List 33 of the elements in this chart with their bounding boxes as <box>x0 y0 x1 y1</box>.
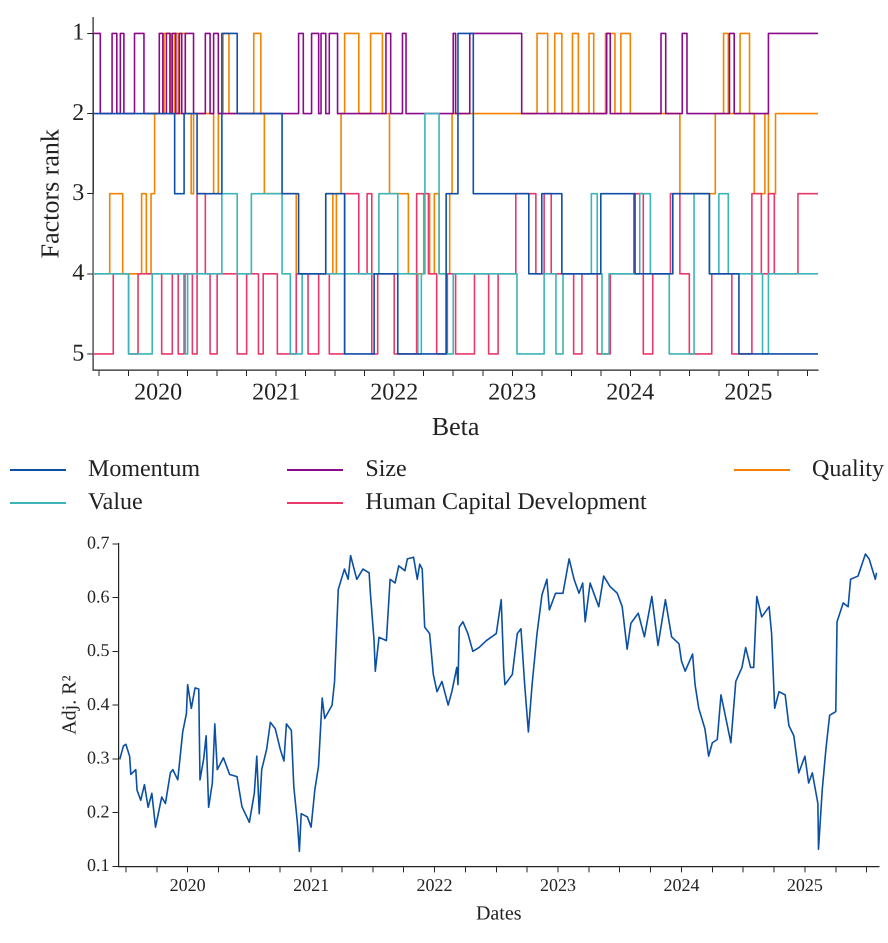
legend-label: Quality <box>812 456 884 483</box>
y-tick-label: 0.1 <box>87 855 110 876</box>
y-axis-title: Adj. R² <box>58 675 80 735</box>
y-tick-label: 0.6 <box>87 586 110 606</box>
y-axis-title: Factors rank <box>35 129 64 258</box>
x-tick-label: 2024 <box>606 380 654 406</box>
y-tick-label: 0.4 <box>87 694 110 714</box>
y-tick-label: 0.3 <box>87 748 110 768</box>
legend-label: Human Capital Development <box>365 489 647 516</box>
x-tick-label: 2025 <box>786 874 823 895</box>
legend-label: Size <box>365 456 407 483</box>
x-axis-title: Dates <box>476 902 522 924</box>
x-tick-label: 2022 <box>370 380 418 406</box>
y-tick-label: 5 <box>72 340 84 366</box>
y-tick-label: 1 <box>72 20 84 46</box>
x-tick-label: 2020 <box>170 874 206 895</box>
x-tick-label: 2025 <box>724 380 772 406</box>
x-axis-title: Beta <box>432 412 480 442</box>
legend-label: Momentum <box>88 456 200 483</box>
legend-label: Value <box>88 489 143 516</box>
y-tick-label: 0.2 <box>87 801 110 822</box>
x-tick-label: 2021 <box>252 380 300 406</box>
y-tick-label: 0.7 <box>87 532 110 553</box>
y-tick-label: 3 <box>72 180 84 206</box>
x-tick-label: 2020 <box>134 380 182 406</box>
y-tick-label: 4 <box>72 260 84 286</box>
y-tick-label: 0.5 <box>87 640 110 660</box>
x-tick-label: 2024 <box>663 874 700 895</box>
y-tick-label: 2 <box>72 100 84 126</box>
x-tick-label: 2022 <box>416 874 453 895</box>
x-tick-label: 2021 <box>293 874 330 895</box>
x-tick-label: 2023 <box>540 874 576 895</box>
x-tick-label: 2023 <box>488 380 536 406</box>
